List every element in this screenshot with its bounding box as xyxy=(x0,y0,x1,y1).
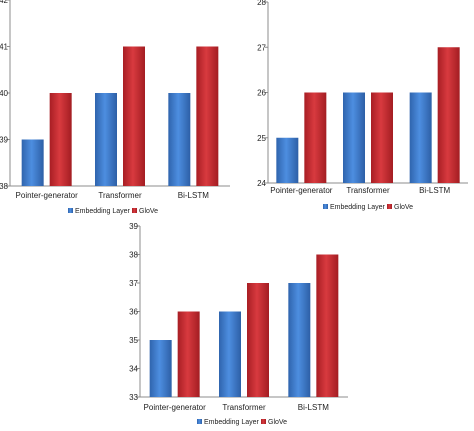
embedding-layer-bar-pointer-generator xyxy=(21,139,44,186)
glove-bar-pointer-generator xyxy=(304,92,327,183)
legend-swatch-embedding xyxy=(197,419,202,424)
legend-label-glove: GloVe xyxy=(394,204,413,211)
y-tick-label: 33 xyxy=(129,393,138,402)
y-tick-label: 25 xyxy=(257,134,266,143)
x-category-label: Pointer-generator xyxy=(144,403,207,412)
x-category-label: Bi-LSTM xyxy=(298,403,329,412)
y-tick-label: 28 xyxy=(257,0,266,7)
chart-top-left: 38 39 40 41 42 Pointer-generator Transformer Bi… xyxy=(0,0,230,215)
embedding-layer-bar-bi-lstm xyxy=(409,92,432,183)
glove-bar-transformer xyxy=(371,92,393,183)
legend-label-embedding: Embedding Layer xyxy=(75,208,131,215)
x-category-label: Transformer xyxy=(222,403,266,412)
x-category-label: Pointer-generator xyxy=(16,191,79,200)
legend-swatch-glove xyxy=(261,419,266,424)
embedding-layer-bar-pointer-generator xyxy=(276,137,299,183)
y-tick-label: 35 xyxy=(129,336,138,345)
legend-label-glove: GloVe xyxy=(139,208,158,215)
chart-top-right: 24 25 26 27 28 Pointer-generator Transformer Bi… xyxy=(257,0,468,211)
legend-label-glove: GloVe xyxy=(268,419,287,426)
y-tick-label: 38 xyxy=(0,182,9,191)
y-tick-label: 40 xyxy=(0,89,9,98)
embedding-layer-bar-transformer xyxy=(343,92,365,183)
y-tick-label: 39 xyxy=(0,136,9,145)
y-tick-label: 37 xyxy=(129,279,138,288)
glove-bar-bi-lstm xyxy=(196,46,219,186)
x-category-label: Bi-LSTM xyxy=(419,186,450,195)
x-category-label: Transformer xyxy=(98,191,142,200)
legend-label-embedding: Embedding Layer xyxy=(330,204,386,211)
y-tick-label: 24 xyxy=(257,179,266,188)
embedding-layer-bar-pointer-generator xyxy=(149,340,172,397)
glove-bar-pointer-generator xyxy=(177,311,200,397)
y-tick-label: 42 xyxy=(0,0,9,5)
x-category-label: Pointer-generator xyxy=(270,186,333,195)
glove-bar-transformer xyxy=(123,46,145,186)
glove-bar-transformer xyxy=(247,283,269,397)
y-tick-label: 41 xyxy=(0,43,9,52)
embedding-layer-bar-bi-lstm xyxy=(288,283,311,397)
embedding-layer-bar-bi-lstm xyxy=(168,93,191,186)
legend-label-embedding: Embedding Layer xyxy=(204,419,260,426)
legend-swatch-glove xyxy=(132,208,137,213)
legend-swatch-embedding xyxy=(68,208,73,213)
glove-bar-bi-lstm xyxy=(437,47,460,183)
glove-bar-bi-lstm xyxy=(316,254,339,397)
x-category-label: Transformer xyxy=(346,186,390,195)
legend-swatch-embedding xyxy=(323,204,328,209)
embedding-layer-bar-transformer xyxy=(219,311,241,397)
y-tick-label: 27 xyxy=(257,43,266,52)
embedding-layer-bar-transformer xyxy=(95,93,117,186)
y-tick-label: 36 xyxy=(129,308,138,317)
y-tick-label: 39 xyxy=(129,222,138,231)
y-tick-label: 34 xyxy=(129,365,138,374)
y-tick-label: 26 xyxy=(257,89,266,98)
glove-bar-pointer-generator xyxy=(49,93,72,186)
y-tick-label: 38 xyxy=(129,251,138,260)
legend-swatch-glove xyxy=(387,204,392,209)
x-category-label: Bi-LSTM xyxy=(178,191,209,200)
chart-bottom: 33 34 35 36 37 38 39 Pointer-generator Transform… xyxy=(129,222,348,426)
